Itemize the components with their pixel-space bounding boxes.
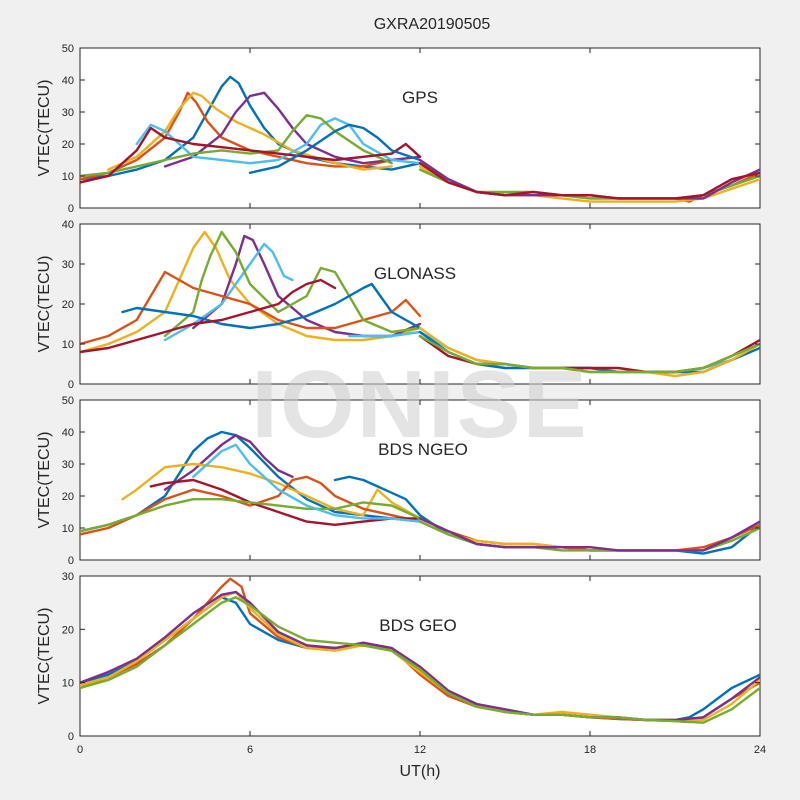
y-tick-label: 40 [62, 427, 74, 439]
series-line [192, 443, 422, 523]
y-tick-label: 30 [62, 459, 74, 471]
watermark: IONISE [251, 351, 588, 458]
series-line [121, 462, 422, 520]
series-line [418, 517, 760, 552]
y-tick-label: 10 [62, 678, 74, 690]
y-tick-label: 30 [62, 571, 74, 583]
y-axis-label: VTEC(TECU) [36, 608, 53, 705]
chart-title: GXRA20190505 [374, 16, 491, 33]
series-line [149, 478, 422, 526]
series-line [418, 162, 760, 200]
series-line [163, 230, 422, 338]
series-line [80, 278, 337, 354]
y-axis-label: VTEC(TECU) [36, 432, 53, 529]
x-tick-label: 6 [247, 744, 253, 756]
series-line [80, 498, 422, 533]
x-tick-label: 18 [584, 744, 596, 756]
panel-bds-geo: 0 10 20 30 0 6 12 18 24 VTEC(TECU) BDS GEO [36, 571, 766, 756]
x-tick-label: 24 [754, 744, 766, 756]
y-tick-label: 20 [62, 624, 74, 636]
y-tick-label: 0 [68, 555, 74, 567]
series-line [163, 434, 294, 491]
series-line [80, 91, 393, 181]
y-tick-label: 20 [62, 139, 74, 151]
panel-label: GLONASS [374, 264, 456, 283]
series-line [80, 126, 422, 184]
y-tick-label: 0 [68, 731, 74, 743]
series-group [80, 577, 760, 724]
y-tick-label: 50 [62, 43, 74, 55]
y-tick-label: 20 [62, 491, 74, 503]
panel-label: BDS NGEO [378, 440, 468, 459]
series-group [80, 230, 760, 378]
y-tick-label: 30 [62, 259, 74, 271]
panels-group: 0 10 20 30 40 50 VTEC(TECU) GPS 0 10 20 30 40 VTEC(TE… [36, 43, 766, 756]
y-tick-label: 10 [62, 171, 74, 183]
panel-label: BDS GEO [379, 616, 456, 635]
x-axis-label: UT(h) [400, 763, 441, 780]
y-tick-label: 50 [62, 395, 74, 407]
panel-bds-ngeo: 0 10 20 30 40 50 VTEC(TECU) BDS NGEO [36, 395, 761, 567]
series-line [163, 91, 422, 168]
y-tick-label: 0 [68, 379, 74, 391]
y-tick-label: 0 [68, 203, 74, 215]
x-tick-label: 0 [77, 744, 83, 756]
series-line [80, 230, 422, 354]
series-line [418, 334, 760, 374]
series-group [80, 430, 760, 555]
series-line [163, 242, 294, 342]
panel-gps: 0 10 20 30 40 50 VTEC(TECU) GPS [36, 43, 761, 215]
y-tick-label: 40 [62, 75, 74, 87]
y-axis-label: VTEC(TECU) [36, 256, 53, 353]
y-tick-label: 10 [62, 339, 74, 351]
series-line [80, 430, 422, 533]
axes-frame [79, 575, 761, 737]
series-line [121, 282, 422, 330]
panel-glonass: 0 10 20 30 40 VTEC(TECU) GLONASS [36, 219, 761, 391]
x-tick-label: 12 [414, 744, 426, 756]
axes-frame [79, 47, 761, 209]
series-line [135, 117, 422, 165]
panel-label: GPS [402, 88, 438, 107]
y-tick-label: 40 [62, 219, 74, 231]
series-line [248, 123, 422, 174]
y-tick-label: 30 [62, 107, 74, 119]
series-line [80, 596, 760, 724]
y-tick-label: 20 [62, 299, 74, 311]
y-tick-label: 10 [62, 523, 74, 535]
series-group [80, 75, 760, 203]
y-axis-label: VTEC(TECU) [36, 80, 53, 177]
